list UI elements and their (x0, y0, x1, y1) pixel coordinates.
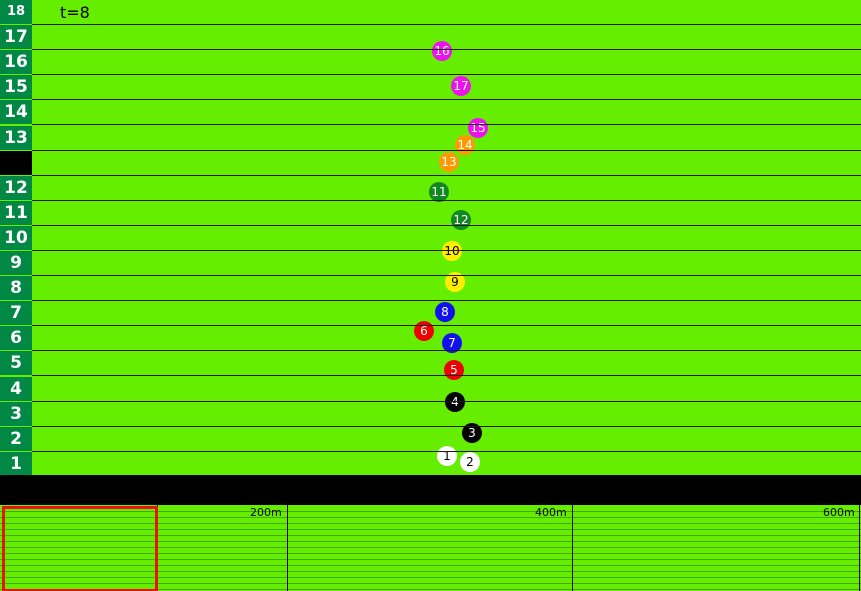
minimap-lane-line (0, 553, 861, 554)
lane-number: 7 (0, 301, 32, 325)
horse-marker-5: 5 (444, 360, 464, 380)
lane-number: 3 (0, 402, 32, 426)
minimap-lane-line (0, 517, 861, 518)
lane-number: 18 (0, 0, 32, 24)
lane-divider (32, 49, 861, 50)
minimap-lane-line (0, 541, 861, 542)
horse-marker-1: 1 (437, 446, 457, 466)
minimap-lane-line (0, 571, 861, 572)
lane-number: 10 (0, 226, 32, 250)
minimap-lane-line (0, 589, 861, 590)
separator-band (0, 475, 861, 505)
minimap-divider (859, 505, 860, 591)
lane-number: 8 (0, 276, 32, 300)
minimap-lane-line (0, 529, 861, 530)
lane-divider (32, 24, 861, 25)
horse-marker-3: 3 (462, 423, 482, 443)
minimap-lane-line (0, 535, 861, 536)
lane-divider (32, 275, 861, 276)
horse-marker-16: 16 (432, 41, 452, 61)
minimap-divider (287, 505, 288, 591)
lane-divider (32, 250, 861, 251)
minimap-lane-line (0, 511, 861, 512)
course-minimap[interactable]: 200m 400m 600m (0, 505, 861, 591)
distance-label-200m: 200m (250, 506, 282, 519)
horse-marker-14: 14 (455, 135, 475, 155)
lane-divider (32, 99, 861, 100)
horse-marker-4: 4 (445, 392, 465, 412)
lane-divider (32, 451, 861, 452)
horse-marker-12: 12 (451, 210, 471, 230)
distance-label-600m: 600m (823, 506, 855, 519)
minimap-lane-line (0, 523, 861, 524)
horse-marker-17: 17 (451, 76, 471, 96)
horse-marker-9: 9 (445, 272, 465, 292)
lane-number: 2 (0, 427, 32, 451)
lane-number: 11 (0, 201, 32, 225)
horse-marker-7: 7 (442, 333, 462, 353)
lane-number: 12 (0, 176, 32, 200)
lane-number: 13 (0, 126, 32, 150)
lane-number: 9 (0, 251, 32, 275)
horse-marker-2: 2 (460, 452, 480, 472)
lane-number: 5 (0, 351, 32, 375)
horse-marker-11: 11 (429, 182, 449, 202)
lane-number: 6 (0, 326, 32, 350)
minimap-lane-line (0, 583, 861, 584)
lane-number: 1 (0, 452, 32, 475)
lane-divider (32, 200, 861, 201)
lane-divider (32, 300, 861, 301)
lane-blank (0, 151, 32, 175)
minimap-lane-line (0, 577, 861, 578)
lane-divider (32, 124, 861, 125)
lane-number: 15 (0, 75, 32, 99)
minimap-lane-line (0, 547, 861, 548)
lane-number: 17 (0, 25, 32, 49)
horse-marker-6: 6 (414, 321, 434, 341)
lane-divider (32, 401, 861, 402)
lane-divider (32, 175, 861, 176)
lane-divider (32, 325, 861, 326)
minimap-lane-line (0, 559, 861, 560)
minimap-divider (572, 505, 573, 591)
distance-label-400m: 400m (535, 506, 567, 519)
lane-divider (32, 375, 861, 376)
lane-divider (32, 150, 861, 151)
minimap-viewport-frame[interactable] (2, 506, 158, 591)
lane-divider (32, 426, 861, 427)
lane-number: 16 (0, 50, 32, 74)
lane-divider (32, 74, 861, 75)
lane-number: 14 (0, 100, 32, 124)
time-label: t=8 (60, 3, 90, 22)
horse-marker-13: 13 (439, 152, 459, 172)
horse-marker-8: 8 (435, 302, 455, 322)
lane-divider (32, 225, 861, 226)
lane-number: 4 (0, 377, 32, 401)
minimap-lane-line (0, 565, 861, 566)
lane-divider (32, 350, 861, 351)
horse-marker-15: 15 (468, 118, 488, 138)
horse-marker-10: 10 (442, 241, 462, 261)
